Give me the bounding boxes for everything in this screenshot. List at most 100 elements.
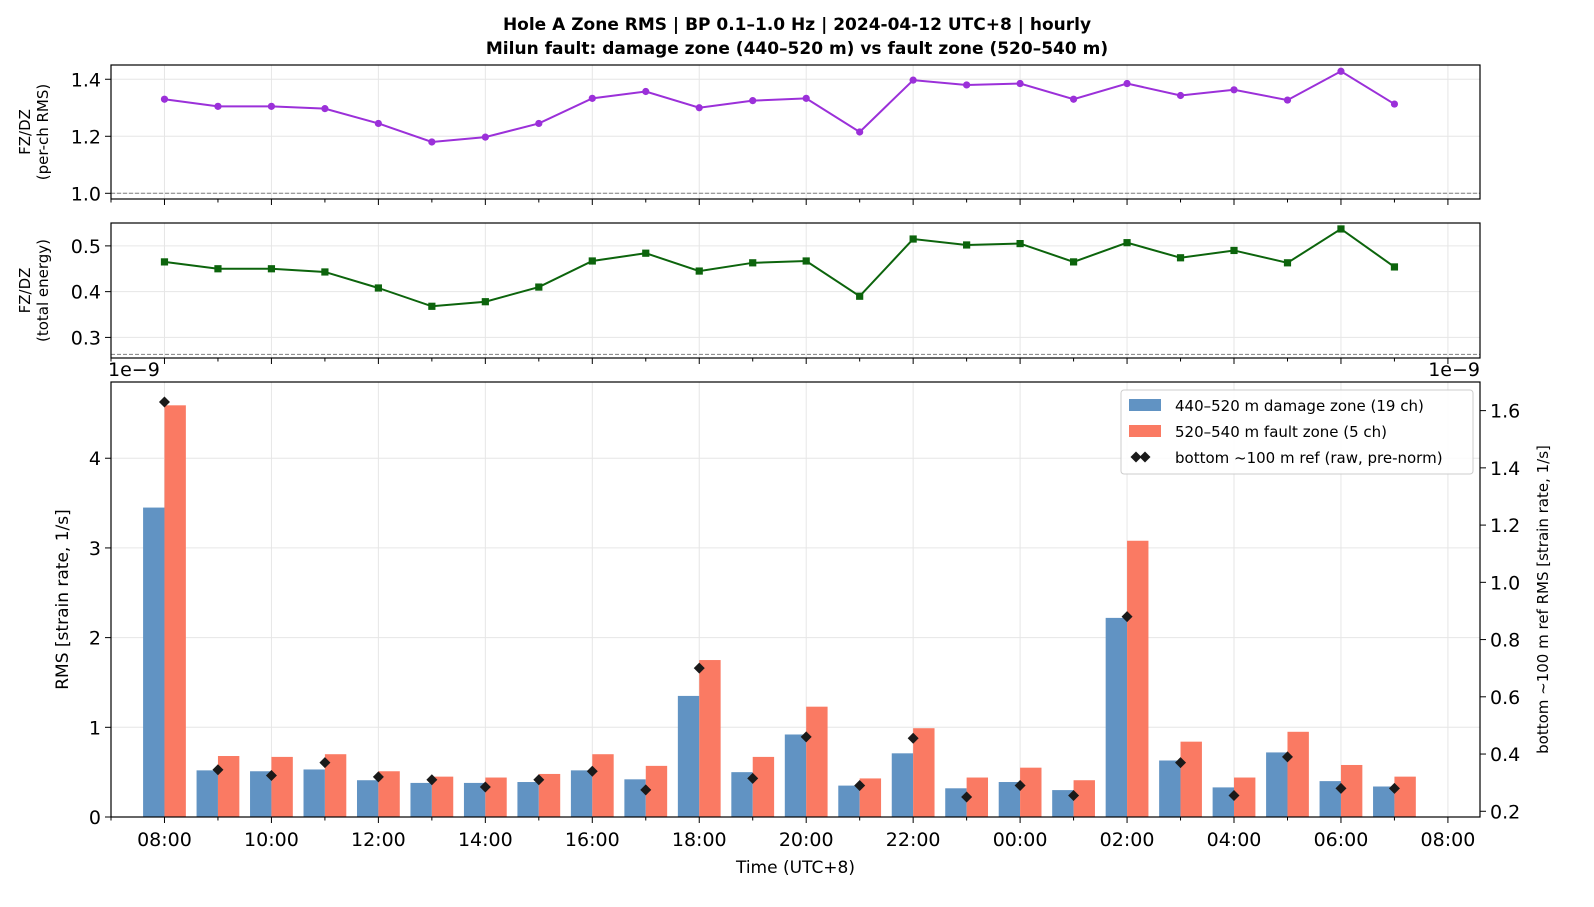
bar-damage-zone: [624, 779, 646, 817]
x-tick-label: 12:00: [351, 829, 406, 851]
y-axis-label: RMS [strain rate, 1/s]: [53, 509, 73, 690]
ref-marker: [1175, 757, 1187, 769]
bar-damage-zone: [410, 782, 432, 817]
bar-fault-zone: [324, 754, 347, 817]
bar-fault-zone: [1127, 540, 1149, 817]
data-point: [963, 241, 971, 249]
bar-damage-zone: [1266, 752, 1288, 817]
rms-ratio-panel: 1.0 1.2 1.4 FZ/DZ (per-ch RMS): [16, 64, 1481, 205]
data-point: [214, 102, 222, 110]
ref-marker: [640, 784, 652, 796]
bar-fault-zone: [1180, 741, 1202, 817]
bar-fault-zone: [752, 756, 775, 817]
ref-marker: [907, 732, 919, 744]
ref-marker: [1228, 790, 1240, 802]
data-point: [1176, 254, 1185, 262]
bar-damage-zone: [1373, 786, 1395, 817]
data-point: [856, 128, 864, 136]
y-tick-label: 0.3: [71, 327, 101, 349]
bar-damage-zone: [196, 770, 218, 817]
data-point: [1390, 263, 1399, 271]
data-point: [160, 95, 169, 103]
bar-damage-zone: [356, 780, 379, 817]
data-point: [374, 284, 382, 292]
offset-label-right: 1e−9: [1428, 359, 1480, 381]
bar-damage-zone: [1105, 617, 1128, 817]
bar-damage-zone: [1319, 781, 1341, 817]
data-point: [535, 283, 543, 291]
data-point: [749, 97, 757, 105]
ref-marker: [372, 771, 384, 783]
bar-fault-zone: [592, 754, 614, 817]
ref-marker: [747, 772, 759, 784]
bar-fault-zone: [271, 756, 293, 817]
ref-marker: [1014, 780, 1026, 792]
ref-marker: [319, 757, 331, 769]
ref-marker: [158, 396, 170, 408]
ref-marker: [1281, 751, 1293, 763]
y-axis-label: FZ/DZ: [16, 109, 34, 155]
energy-ratio-panel: 0.3 0.4 0.5 FZ/DZ (total energy): [16, 222, 1481, 364]
bar-damage-zone: [838, 785, 860, 817]
ref-marker: [1068, 790, 1080, 802]
data-point: [160, 258, 169, 266]
bar-fault-zone: [485, 777, 507, 817]
x-axis-label: Time (UTC+8): [735, 858, 855, 878]
data-point: [1390, 100, 1399, 108]
plot-frame: [110, 64, 1481, 200]
bar-fault-zone: [1020, 767, 1042, 817]
data-point: [1230, 86, 1238, 94]
data-point: [749, 259, 757, 267]
data-point: [535, 119, 543, 128]
bar-fault-zone: [217, 756, 240, 817]
data-point: [1283, 96, 1292, 104]
y-tick-label: 0: [89, 807, 101, 829]
bar-damage-zone: [303, 769, 325, 817]
bar-damage-zone: [891, 753, 914, 817]
data-point: [214, 265, 222, 273]
legend-label: 520–540 m fault zone (5 ch): [1175, 423, 1387, 441]
bar-fault-zone: [1394, 776, 1416, 817]
x-tick-label: 22:00: [886, 829, 941, 851]
x-tick-label: 08:00: [137, 829, 192, 851]
bar-damage-zone: [1159, 760, 1181, 817]
x-tick-label: 16:00: [565, 829, 620, 851]
legend-swatch-damage-zone: [1129, 399, 1161, 411]
data-point: [695, 267, 703, 275]
bar-damage-zone: [463, 782, 486, 817]
data-point: [1069, 258, 1078, 266]
data-point: [1283, 259, 1292, 267]
ref-marker: [212, 764, 224, 776]
y-tick-label: 0.5: [71, 236, 101, 258]
bar-damage-zone: [1052, 790, 1074, 817]
y-right-tick-label: 0.8: [1490, 630, 1520, 652]
data-point: [909, 76, 917, 84]
y-right-tick-label: 0.6: [1490, 687, 1520, 709]
bar-fault-zone: [859, 778, 882, 817]
bar-damage-zone: [250, 771, 272, 817]
bar-fault-zone: [431, 776, 454, 817]
data-point: [802, 94, 810, 102]
data-point: [1337, 67, 1345, 75]
y-tick-label: 1: [89, 717, 101, 739]
legend-label: 440–520 m damage zone (19 ch): [1175, 397, 1424, 415]
x-tick-label: 10:00: [244, 829, 299, 851]
data-point: [963, 81, 971, 89]
x-tick-label: 00:00: [993, 829, 1048, 851]
x-tick-label: 06:00: [1314, 829, 1369, 851]
y-tick-label: 1.2: [71, 126, 101, 148]
ref-marker: [1121, 611, 1133, 623]
data-point: [909, 235, 917, 243]
bar-damage-zone: [784, 734, 807, 817]
y-tick-label: 4: [89, 448, 101, 470]
bar-damage-zone: [570, 770, 593, 817]
y-tick-label: 3: [89, 538, 101, 560]
bar-damage-zone: [731, 772, 753, 817]
y-tick-label: 1.4: [71, 69, 101, 91]
data-point: [1337, 225, 1345, 233]
data-point: [321, 105, 329, 113]
bar-fault-zone: [645, 765, 668, 817]
bar-fault-zone: [1340, 764, 1363, 817]
bar-damage-zone: [998, 782, 1021, 817]
data-point: [1016, 79, 1024, 88]
